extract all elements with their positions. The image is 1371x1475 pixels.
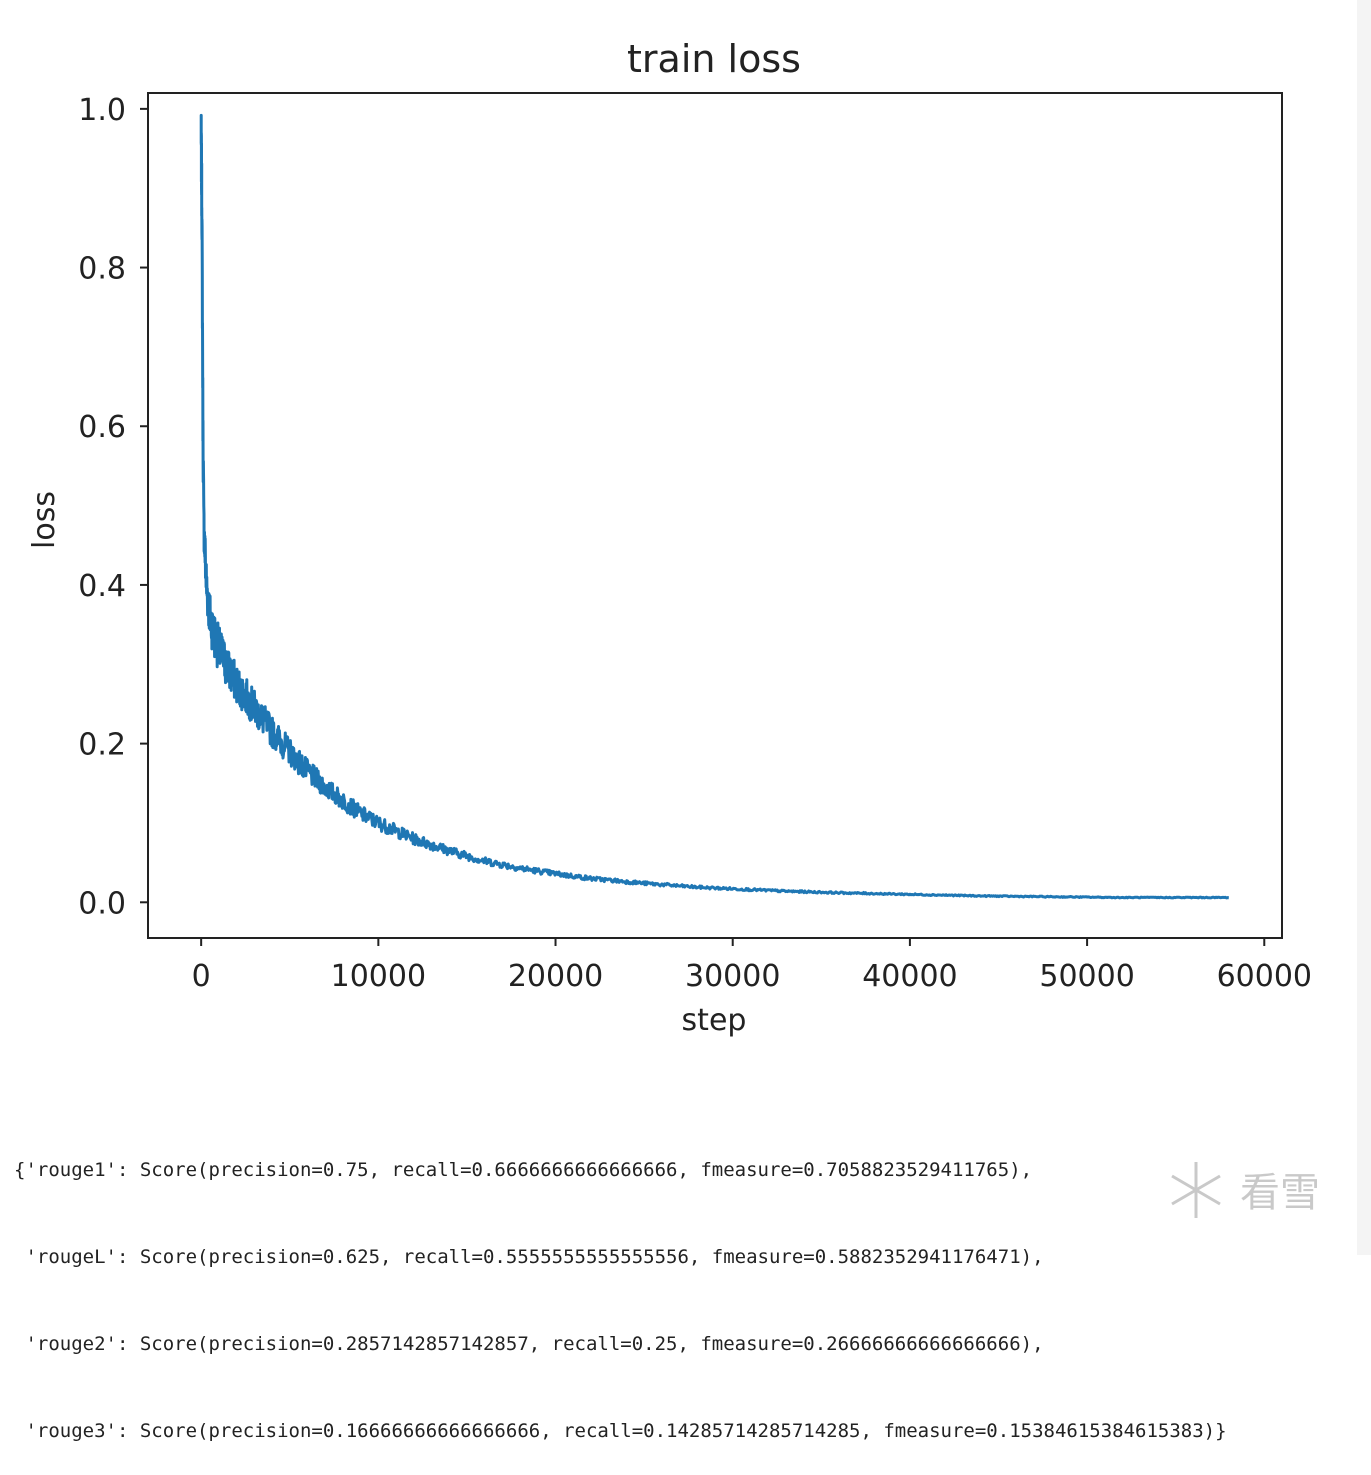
y-tick-label-5: 1.0: [78, 93, 126, 128]
x-axis-label: step: [682, 1003, 747, 1038]
plot-area: [199, 113, 1230, 900]
axes-frame: [147, 92, 1283, 939]
y-tick-label-4: 0.8: [78, 252, 126, 287]
watermark-text: 看雪: [1240, 1170, 1320, 1216]
loss-chart: train loss loss step 0 10000 20000 30000 400…: [27, 37, 1312, 1038]
x-tick-label-3: 30000: [685, 959, 780, 994]
x-tick-label-2: 20000: [508, 959, 603, 994]
y-tick-label-3: 0.6: [78, 410, 126, 445]
x-tick-label-5: 50000: [1039, 959, 1134, 994]
output-line-rouge2: 'rouge2': Score(precision=0.285714285714…: [14, 1333, 1044, 1355]
y-axis-label: loss: [27, 491, 62, 549]
window-edge: [1357, 0, 1371, 1255]
chart-title: train loss: [627, 37, 801, 81]
output-line-rouge1: {'rouge1': Score(precision=0.75, recall=…: [14, 1159, 1033, 1181]
x-tick-label-1: 10000: [331, 959, 426, 994]
axes: 0 10000 20000 30000 40000 50000 60000 0.0 0.2 0.4…: [78, 92, 1312, 994]
rouge-scores-output: {'rouge1': Score(precision=0.75, recall=…: [14, 1098, 1227, 1475]
y-tick-label-1: 0.2: [78, 728, 126, 763]
x-tick-label-4: 40000: [862, 959, 957, 994]
output-line-rougeL: 'rougeL': Score(precision=0.625, recall=…: [14, 1246, 1044, 1268]
y-tick-label-2: 0.4: [78, 569, 126, 604]
series-line-0: [199, 113, 1230, 900]
x-tick-label-0: 0: [192, 959, 211, 994]
output-line-rouge3: 'rouge3': Score(precision=0.166666666666…: [14, 1420, 1227, 1442]
watermark-logo: 看雪: [1171, 1162, 1320, 1218]
y-tick-label-0: 0.0: [78, 886, 126, 921]
snowflake-icon: [1171, 1162, 1221, 1218]
x-tick-label-6: 60000: [1217, 959, 1312, 994]
